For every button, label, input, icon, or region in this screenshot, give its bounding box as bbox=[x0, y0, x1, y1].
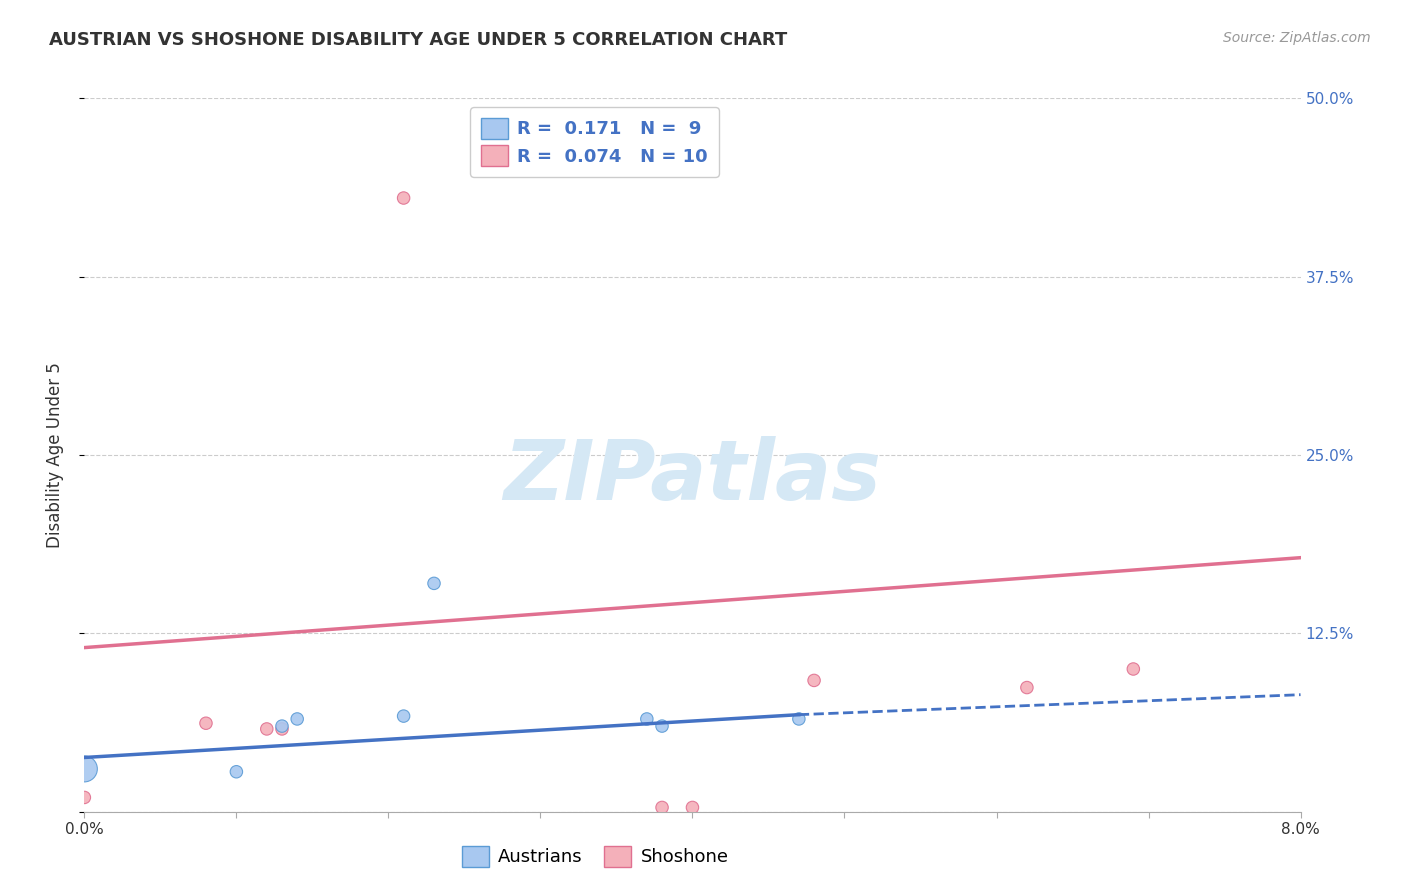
Point bbox=[787, 712, 810, 726]
Point bbox=[392, 709, 415, 723]
Point bbox=[73, 790, 96, 805]
Point bbox=[271, 722, 294, 736]
Point bbox=[256, 722, 278, 736]
Point bbox=[803, 673, 825, 688]
Point bbox=[423, 576, 446, 591]
Point bbox=[225, 764, 247, 779]
Text: AUSTRIAN VS SHOSHONE DISABILITY AGE UNDER 5 CORRELATION CHART: AUSTRIAN VS SHOSHONE DISABILITY AGE UNDE… bbox=[49, 31, 787, 49]
Point bbox=[651, 800, 673, 814]
Point bbox=[73, 762, 96, 776]
Text: Source: ZipAtlas.com: Source: ZipAtlas.com bbox=[1223, 31, 1371, 45]
Point bbox=[285, 712, 308, 726]
Y-axis label: Disability Age Under 5: Disability Age Under 5 bbox=[45, 362, 63, 548]
Point bbox=[392, 191, 415, 205]
Point bbox=[1015, 681, 1038, 695]
Point bbox=[651, 719, 673, 733]
Point bbox=[271, 719, 294, 733]
Point bbox=[636, 712, 658, 726]
Legend: Austrians, Shoshone: Austrians, Shoshone bbox=[454, 838, 735, 874]
Point bbox=[194, 716, 218, 731]
Point bbox=[1122, 662, 1144, 676]
Text: ZIPatlas: ZIPatlas bbox=[503, 436, 882, 516]
Point bbox=[682, 800, 704, 814]
